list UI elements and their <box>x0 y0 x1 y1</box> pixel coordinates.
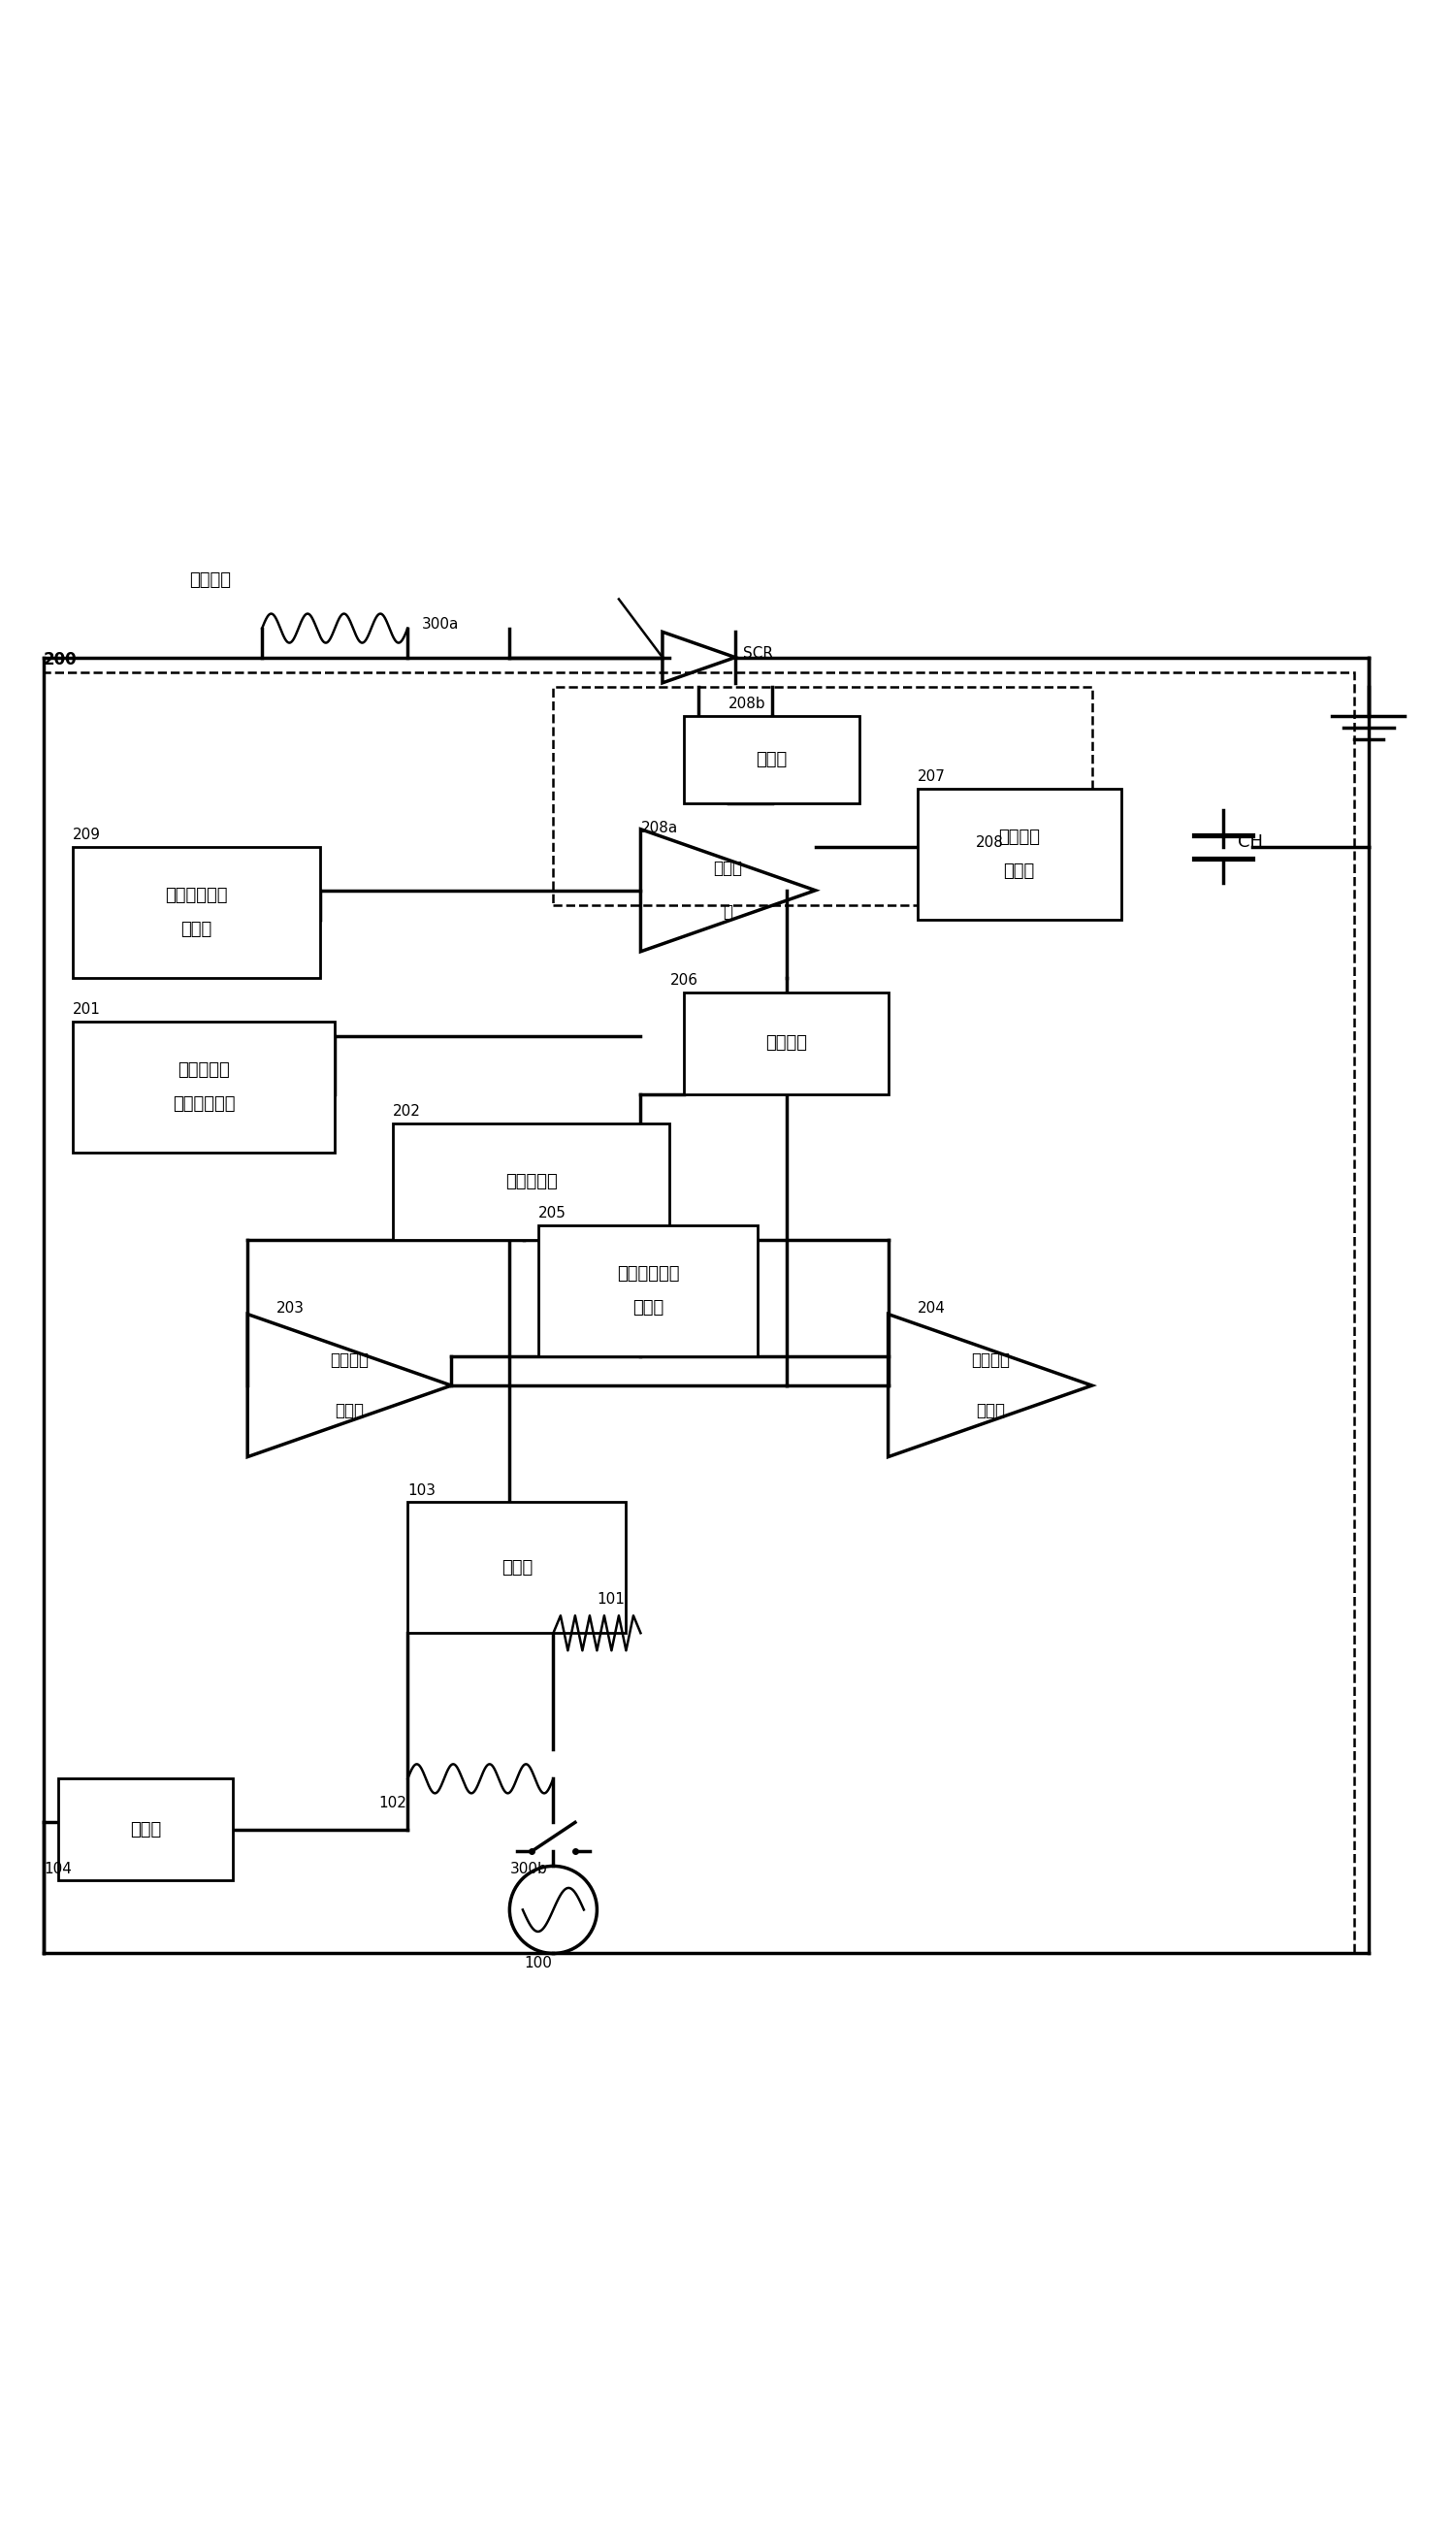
Text: 组合电路: 组合电路 <box>766 1036 807 1053</box>
Text: 205: 205 <box>539 1206 566 1221</box>
Text: 208: 208 <box>976 835 1003 850</box>
Text: 206: 206 <box>670 975 697 987</box>
Text: 203: 203 <box>277 1302 304 1315</box>
Text: 209: 209 <box>73 827 100 843</box>
FancyBboxPatch shape <box>917 789 1121 919</box>
Text: 供电段: 供电段 <box>130 1820 162 1838</box>
Text: 第一基准电压: 第一基准电压 <box>617 1264 678 1282</box>
FancyBboxPatch shape <box>73 848 320 977</box>
Text: 段: 段 <box>724 904 732 921</box>
Text: CH: CH <box>1238 832 1262 850</box>
Text: SCR: SCR <box>743 645 773 660</box>
Text: 201: 201 <box>73 1003 100 1018</box>
FancyBboxPatch shape <box>684 716 859 802</box>
Text: 生成段: 生成段 <box>181 921 213 939</box>
Text: 负波周期: 负波周期 <box>971 1350 1009 1368</box>
Text: 比较器: 比较器 <box>976 1404 1005 1419</box>
Text: 温度补偿: 温度补偿 <box>999 827 1040 845</box>
Text: 定电压电路段: 定电压电路段 <box>173 1096 234 1112</box>
Text: 200: 200 <box>44 652 77 667</box>
Text: 300b: 300b <box>510 1863 547 1876</box>
Text: 104: 104 <box>44 1863 71 1876</box>
Text: 202: 202 <box>393 1104 421 1119</box>
Text: 101: 101 <box>597 1591 625 1607</box>
Text: 脱扣线圈: 脱扣线圈 <box>189 571 232 589</box>
Text: 生成段: 生成段 <box>632 1299 664 1317</box>
FancyBboxPatch shape <box>539 1226 757 1355</box>
Text: 103: 103 <box>408 1482 435 1497</box>
Text: 全波放大段: 全波放大段 <box>505 1173 558 1190</box>
FancyBboxPatch shape <box>408 1502 626 1632</box>
Text: 300a: 300a <box>422 617 460 632</box>
Text: 比较器: 比较器 <box>335 1404 364 1419</box>
Text: 滤波段: 滤波段 <box>501 1558 533 1576</box>
FancyBboxPatch shape <box>58 1779 233 1881</box>
Text: 102: 102 <box>379 1797 406 1810</box>
FancyBboxPatch shape <box>73 1020 335 1152</box>
Text: 208b: 208b <box>728 698 766 711</box>
Text: 第二基准电压: 第二基准电压 <box>166 886 227 904</box>
Text: 100: 100 <box>524 1957 552 1972</box>
FancyBboxPatch shape <box>684 992 888 1094</box>
FancyBboxPatch shape <box>393 1124 670 1241</box>
Text: 正波周期: 正波周期 <box>331 1350 368 1368</box>
Text: 比较器: 比较器 <box>713 860 743 878</box>
Text: 208a: 208a <box>641 820 677 835</box>
Text: 温度补偿恒: 温度补偿恒 <box>178 1061 230 1079</box>
Text: 电流源: 电流源 <box>1003 863 1035 881</box>
Text: 204: 204 <box>917 1302 945 1315</box>
Text: 驱动段: 驱动段 <box>756 751 788 769</box>
Text: 207: 207 <box>917 769 945 784</box>
